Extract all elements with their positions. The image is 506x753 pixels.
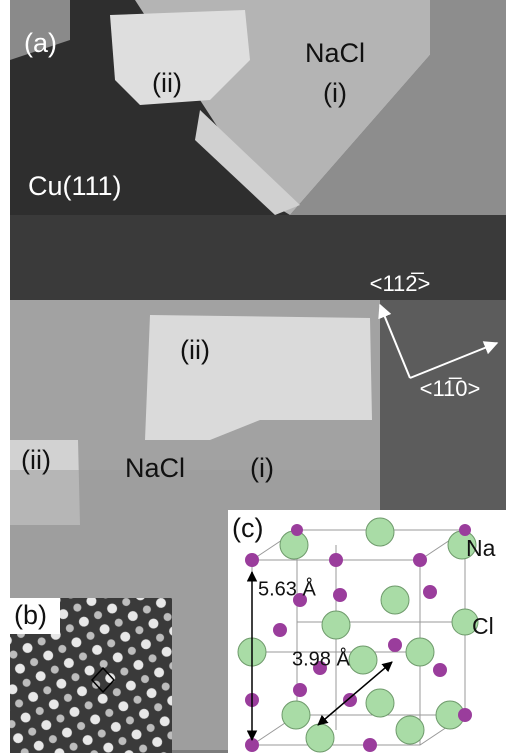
direction-label: <11̅0> xyxy=(420,376,481,401)
atom-label: Cl xyxy=(472,613,494,639)
panel-label: (a) xyxy=(24,28,57,58)
dimension-label: 5.63 Å xyxy=(258,577,316,600)
region-label: (i) xyxy=(323,78,347,108)
region-label: (i) xyxy=(250,453,274,483)
panel-b: (b) xyxy=(10,598,172,753)
panel-label: (b) xyxy=(14,600,47,630)
region-label: Cu(111) xyxy=(28,171,122,201)
region-label: NaCl xyxy=(305,38,365,68)
panel-label: (c) xyxy=(232,513,263,543)
dimension-label: 3.98 Å xyxy=(292,647,350,670)
region-label: NaCl xyxy=(125,453,185,483)
atom-label: Na xyxy=(466,535,496,561)
figure: (a) NaCl (i) (ii) Cu(111) (ii) (ii) NaCl… xyxy=(0,0,506,753)
region-label: (ii) xyxy=(152,68,182,98)
region-label: (ii) xyxy=(21,445,51,475)
region-label: (ii) xyxy=(180,335,210,365)
panel-c: (c) Na Cl 5.63 Å 3.98 Å xyxy=(228,510,506,753)
direction-label: <112̅> xyxy=(370,271,431,296)
